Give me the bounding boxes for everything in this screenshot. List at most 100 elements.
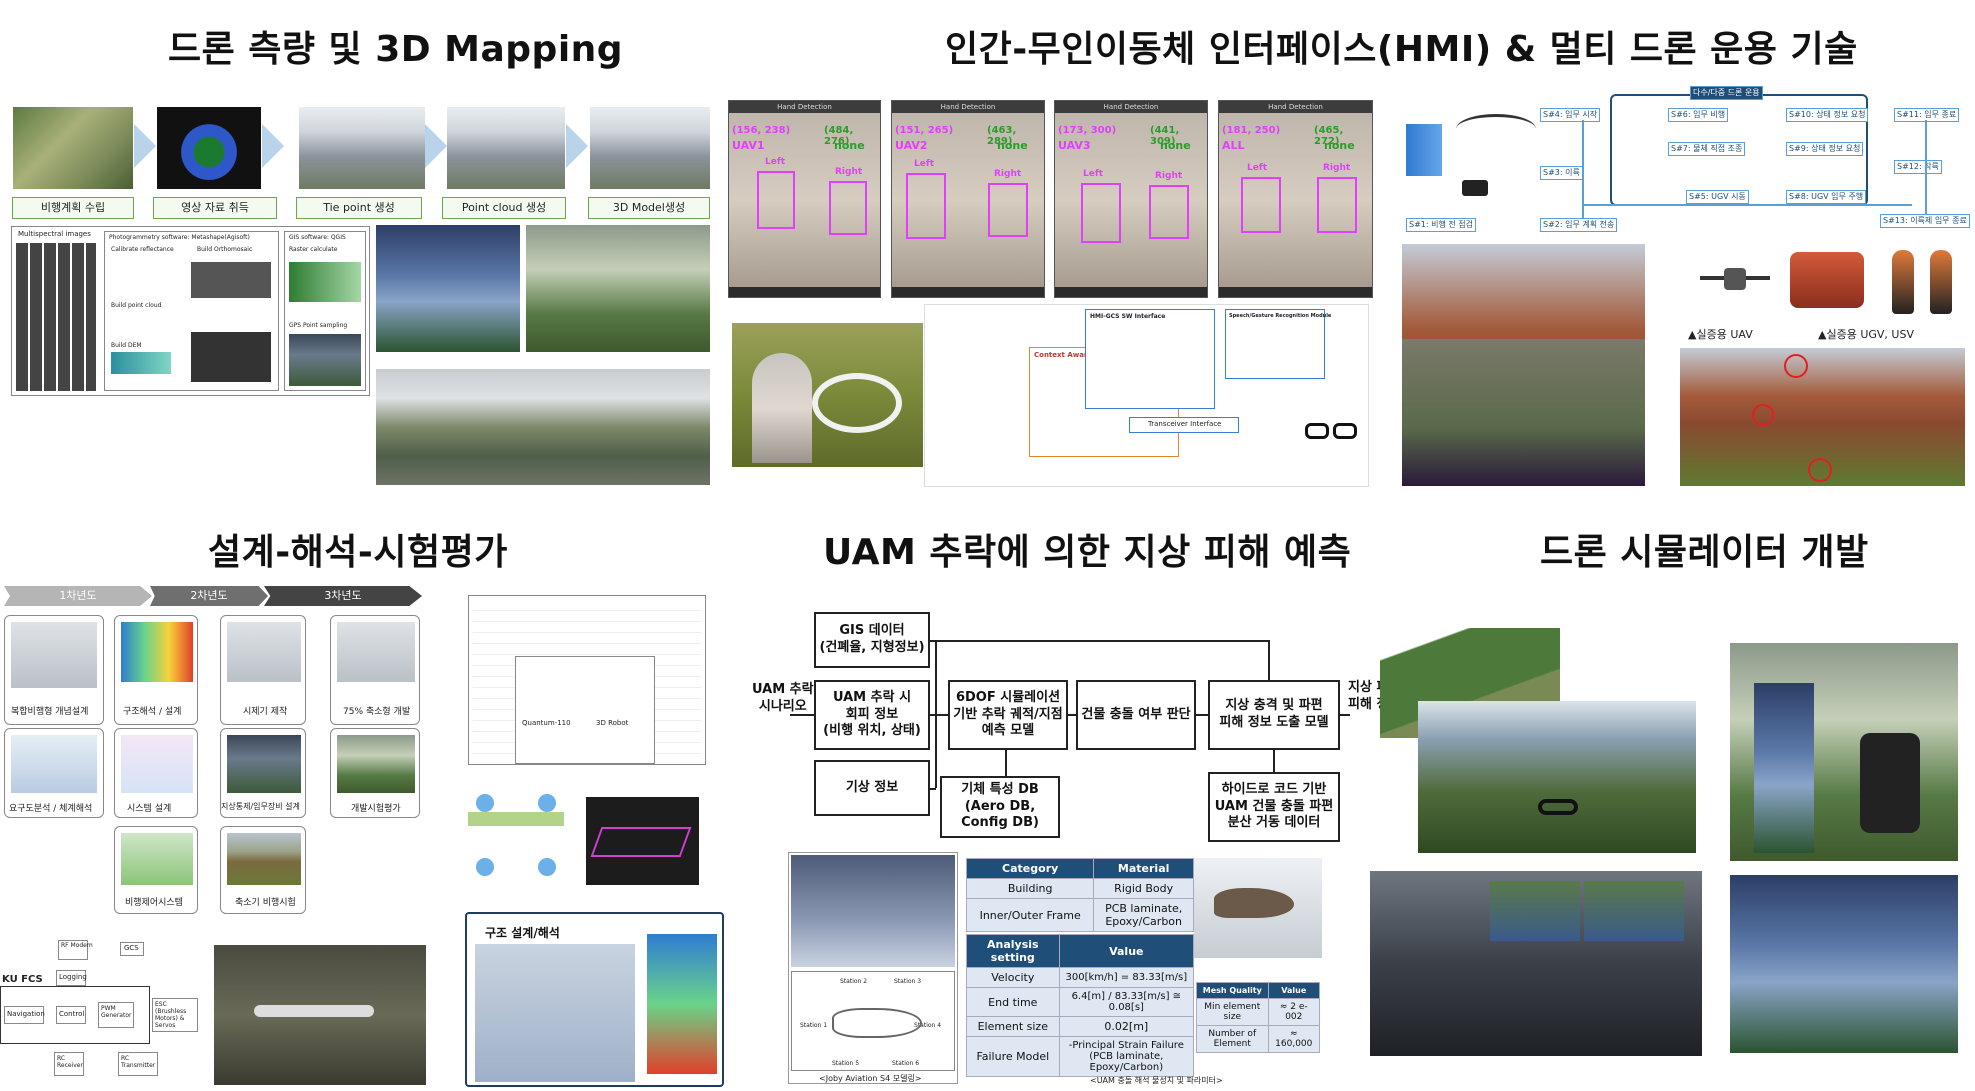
joby-model-panel: Station 1 Station 2 Station 3 Station 4 …: [788, 852, 958, 1084]
logging-label: Logging: [59, 973, 87, 981]
camera-view: [892, 113, 1044, 287]
right-hand-box: [1317, 177, 1357, 233]
station-label: Station 2: [840, 978, 868, 985]
speech-title: Speech/Gesture Recognition Module: [1229, 313, 1332, 319]
target-label: none: [997, 139, 1028, 152]
coord-right: (441, 309): [1150, 125, 1180, 147]
title-hmi: 인간-무인이동체 인터페이스(HMI) & 멀티 드론 운용 기술: [945, 29, 1858, 70]
table-cell: PCB laminate, Epoxy/Carbon: [1093, 898, 1194, 932]
collision-text: 건물 충돌 여부 판단: [1081, 706, 1191, 722]
simulator-seat: [1860, 733, 1920, 833]
model-render: [191, 332, 271, 382]
scenario-text: UAM 추락 시나리오: [752, 682, 814, 714]
block-label: 시제기 제작: [243, 707, 288, 717]
design-block: 구조해석 / 설계: [114, 615, 198, 725]
table-header: Value: [1058, 934, 1195, 968]
gps-render: [289, 334, 361, 386]
material-table: Category Material Building Rigid Body Inne…: [965, 858, 1194, 932]
model-render: [191, 262, 271, 298]
flow-line: [930, 788, 936, 790]
uav-image: [1690, 252, 1780, 312]
rc-tx-label: RC Transmitter: [121, 1055, 156, 1069]
camera-view: [1219, 113, 1372, 287]
coord-right: (465, 272): [1314, 125, 1344, 147]
impact-text: 지상 충격 및 파편 피해 정보 도출 모델: [1219, 698, 1329, 730]
monitor: [1584, 881, 1684, 941]
simulator-booth-photo: [1730, 643, 1958, 861]
target-label: none: [1160, 139, 1191, 152]
mission-flow-diagram: 다수/다중 드론 운용 S#4: 임무 시작 S#6: 임무 비행 S#10: …: [1400, 84, 1970, 232]
mapping-photo-4: [447, 107, 565, 189]
table-header: Analysis setting: [966, 934, 1060, 968]
flow-line: [1582, 204, 1912, 206]
concept-image: [11, 622, 97, 688]
station-label: Station 4: [914, 1022, 942, 1029]
multispectral-label: Multispectral images: [18, 230, 91, 238]
design-block: 개발시험평가: [330, 728, 420, 818]
design-block: 축소기 비행시험: [220, 826, 306, 914]
transceiver-box: Transceiver Interface: [1129, 417, 1239, 433]
drone-icon: [812, 373, 902, 433]
target-label: none: [1324, 139, 1355, 152]
timeline-phase: 2차년도: [150, 586, 268, 606]
coord-left: (151, 265): [895, 125, 954, 136]
block-label: 축소기 비행시험: [235, 898, 296, 908]
control-box: Control: [56, 1006, 86, 1024]
flow-line: [935, 640, 937, 788]
left-hand-box: [906, 173, 946, 239]
flow-line: [1196, 714, 1208, 716]
wing-layout-image: [464, 792, 568, 886]
hmi-architecture-diagram: Context Awareness Interface HMI-GCS SW I…: [924, 304, 1369, 487]
struct-render: [475, 944, 635, 1082]
control-label: Control: [59, 1010, 85, 1018]
scale-model-image: [337, 622, 415, 682]
gcs-label: GCS: [124, 944, 139, 952]
camera-view: [1055, 113, 1207, 287]
left-label: Left: [1083, 169, 1104, 179]
monitor: [1490, 881, 1580, 941]
mission-step: S#9: 상태 정보 요청: [1786, 142, 1864, 156]
step-label: 3D Model생성: [588, 197, 710, 219]
mission-step: S#3: 이륙: [1540, 166, 1583, 180]
mission-step: S#8: UGV 임무 주행: [1786, 190, 1867, 204]
ku-fcs-label: KU FCS: [2, 974, 43, 985]
title-sim: 드론 시뮬레이터 개발: [1540, 532, 1869, 573]
window-titlebar: Hand Detection: [1055, 101, 1207, 113]
photogrammetry-box: Photogrammetry software: Metashape(Agiso…: [104, 231, 279, 391]
table-cell: Rigid Body: [1093, 878, 1194, 899]
uav-label: UAV2: [895, 139, 928, 152]
flow-line: [1582, 120, 1584, 218]
step-label: 비행계획 수립: [12, 197, 134, 219]
spec-right-name: 3D Robot: [596, 719, 629, 727]
window-titlebar: Hand Detection: [892, 101, 1044, 113]
flow-line: [1005, 750, 1007, 776]
station-label: Station 6: [892, 1060, 920, 1067]
table-cell: Velocity: [966, 967, 1060, 988]
gis-data-box: GIS 데이터 (건폐율, 지형정보): [814, 612, 930, 668]
timeline-phase: 1차년도: [4, 586, 152, 606]
block-label: 요구도분석 / 체계해석: [9, 804, 93, 814]
table-cell: End time: [966, 987, 1060, 1017]
analysis-table: Analysis setting Value Velocity 300[km/h] …: [966, 934, 1195, 1077]
mission-step: S#5: UGV 시동: [1686, 190, 1749, 204]
wing-crash-render: [1194, 858, 1322, 958]
dem-render: [111, 352, 171, 374]
hand-detection-window: Hand Detection (156, 238) (484, 276) UAV…: [728, 100, 881, 298]
step-label: Tie point 생성: [296, 197, 422, 219]
left-hand-box: [1241, 177, 1281, 233]
uav-label: UAV1: [732, 139, 765, 152]
mission-step: S#6: 임무 비행: [1668, 108, 1729, 122]
struct-title: 구조 설계/해석: [485, 926, 560, 940]
block-label: 75% 축소형 개발: [343, 707, 411, 717]
station-diagram: Station 1 Station 2 Station 3 Station 4 …: [791, 971, 955, 1071]
hydro-box: 하이드로 코드 기반 UAM 건물 충돌 파편 분산 거동 데이터: [1208, 772, 1340, 842]
mapping-photo-1: [13, 107, 133, 189]
uav-caption: ▲실증용 UAV: [1688, 328, 1753, 341]
mesh-table: Mesh Quality Value Min element size ≈ 2 e-…: [1196, 982, 1321, 1053]
title-design: 설계-해석-시험평가: [208, 532, 508, 573]
flow-line: [930, 640, 1270, 642]
coord-right: (484, 276): [824, 125, 854, 147]
table-cell: Min element size: [1196, 998, 1269, 1026]
raster-label: Raster calculate: [289, 246, 338, 253]
right-hand-box: [988, 183, 1028, 237]
